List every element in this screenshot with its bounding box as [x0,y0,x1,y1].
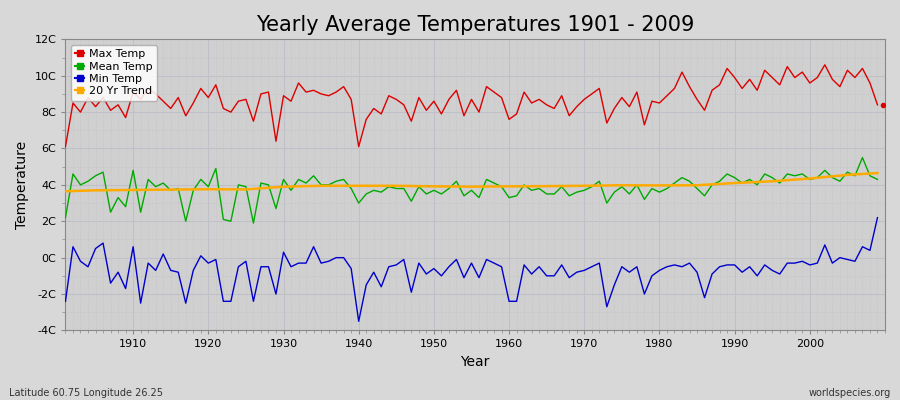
X-axis label: Year: Year [461,355,490,369]
Legend: Max Temp, Mean Temp, Min Temp, 20 Yr Trend: Max Temp, Mean Temp, Min Temp, 20 Yr Tre… [71,45,157,101]
Text: Latitude 60.75 Longitude 26.25: Latitude 60.75 Longitude 26.25 [9,388,163,398]
Title: Yearly Average Temperatures 1901 - 2009: Yearly Average Temperatures 1901 - 2009 [256,15,695,35]
Y-axis label: Temperature: Temperature [15,141,29,229]
Text: worldspecies.org: worldspecies.org [809,388,891,398]
